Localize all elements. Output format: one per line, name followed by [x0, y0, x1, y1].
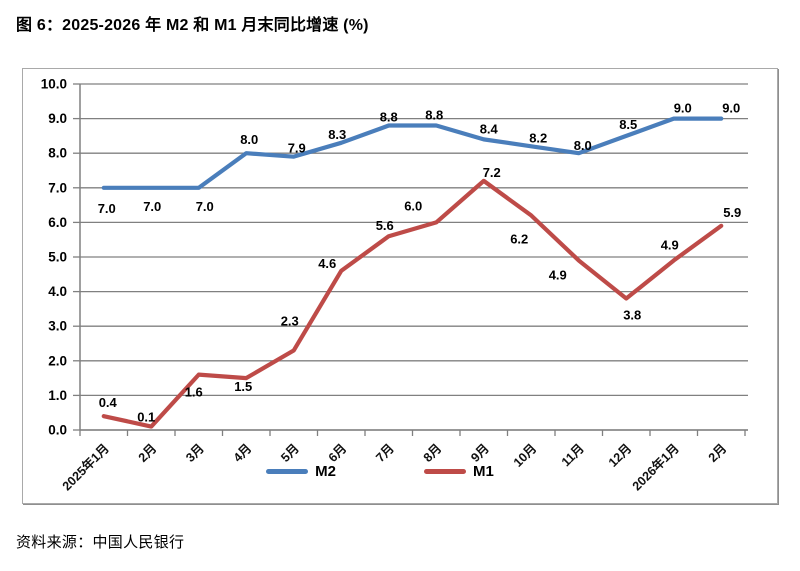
m2-data-label: 8.3 [328, 127, 346, 142]
m2-data-label: 7.0 [98, 201, 116, 216]
m2-data-label: 9.0 [722, 101, 740, 116]
x-category-label: 5月 [278, 441, 302, 465]
m2-data-label: 8.5 [619, 117, 637, 132]
y-tick-label: 2.0 [48, 353, 67, 368]
y-tick-label: 3.0 [48, 319, 67, 334]
m1-data-label: 6.2 [510, 231, 528, 246]
y-tick-label: 7.0 [48, 180, 67, 195]
x-category-label: 7月 [373, 441, 397, 465]
chart-area: 0.0 1.0 2.0 3.0 4.0 5.0 6.0 7.0 8.0 9.0 10.0 2025年1… [22, 68, 778, 504]
m2-data-label: 7.9 [288, 141, 306, 156]
y-tick-label: 5.0 [48, 250, 67, 265]
x-category-label: 4月 [231, 441, 255, 465]
x-category-label: 6月 [326, 441, 350, 465]
y-tick-label: 9.0 [48, 111, 67, 126]
m2-line-swatch [266, 469, 309, 474]
m1-data-label: 5.6 [376, 218, 394, 233]
y-tick-label: 6.0 [48, 215, 67, 230]
legend-label-m1: M1 [473, 463, 494, 480]
m1-data-label: 4.9 [661, 237, 679, 252]
y-tick-label: 10.0 [41, 77, 67, 92]
m2-data-label: 8.8 [425, 108, 443, 123]
m1-data-label: 1.6 [185, 385, 203, 400]
m1-data-label: 3.8 [623, 308, 641, 323]
m2-data-label: 8.0 [240, 132, 258, 147]
x-category-label: 2月 [136, 441, 160, 465]
m1-data-label: 4.6 [318, 256, 336, 271]
x-category-label: 8月 [421, 441, 445, 465]
y-tick-label: 8.0 [48, 146, 67, 161]
m2-data-label: 7.0 [196, 199, 214, 214]
m1-line-swatch [424, 469, 466, 474]
m2-data-label: 8.4 [480, 121, 499, 136]
m2-series-line[interactable] [101, 116, 724, 190]
m1-data-label: 0.4 [99, 395, 118, 410]
x-category-label: 9月 [468, 441, 492, 465]
figure-title: 图 6：2025-2026 年 M2 和 M1 月末同比增速 (%) [16, 17, 369, 34]
legend-item-m1[interactable]: M1 [424, 463, 494, 480]
m2-data-label: 7.0 [143, 199, 161, 214]
m1-series-line[interactable] [101, 178, 724, 429]
chart-canvas: 0.01.02.03.04.05.06.07.08.09.010.02025年1… [41, 77, 748, 493]
y-tick-label: 4.0 [48, 284, 67, 299]
m1-data-label: 5.9 [723, 205, 741, 220]
x-category-label: 2月 [706, 441, 730, 465]
m1-data-label: 7.2 [483, 165, 501, 180]
m2-data-label: 9.0 [674, 101, 692, 116]
m1-data-label: 6.0 [404, 198, 422, 213]
x-category-label: 3月 [183, 441, 207, 465]
legend-item-m2[interactable]: M2 [266, 463, 336, 480]
source-note: 资料来源：中国人民银行 [16, 534, 185, 551]
y-tick-label: 0.0 [48, 423, 67, 438]
m1-data-label: 0.1 [137, 410, 155, 425]
m2-data-label: 8.0 [574, 138, 592, 153]
m1-data-label: 2.3 [281, 313, 299, 328]
y-tick-label: 1.0 [48, 388, 67, 403]
legend: M2 M1 [3, 463, 757, 480]
m1-data-label: 4.9 [549, 267, 567, 282]
m2-data-label: 8.8 [380, 110, 398, 125]
legend-label-m2: M2 [315, 463, 336, 480]
m1-data-label: 1.5 [234, 379, 252, 394]
m2-data-label: 8.2 [529, 130, 547, 145]
